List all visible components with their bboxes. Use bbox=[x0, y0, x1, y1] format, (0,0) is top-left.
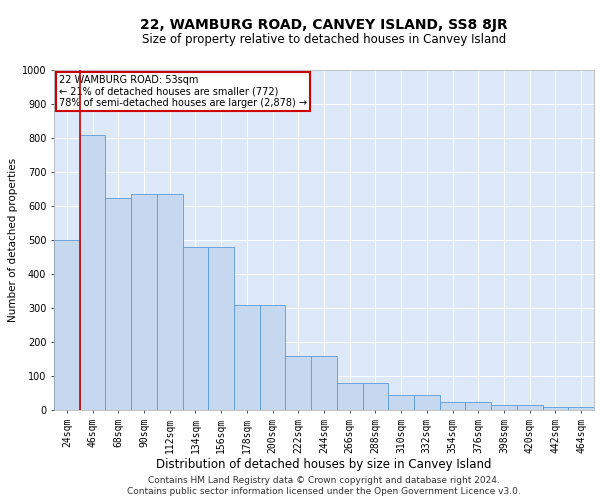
Bar bbox=[568, 406, 594, 410]
X-axis label: Distribution of detached houses by size in Canvey Island: Distribution of detached houses by size … bbox=[156, 458, 492, 471]
Bar bbox=[440, 402, 466, 410]
Bar bbox=[157, 194, 182, 410]
Bar bbox=[260, 304, 286, 410]
Text: Size of property relative to detached houses in Canvey Island: Size of property relative to detached ho… bbox=[142, 32, 506, 46]
Bar bbox=[80, 134, 106, 410]
Bar bbox=[106, 198, 131, 410]
Text: 22 WAMBURG ROAD: 53sqm
← 21% of detached houses are smaller (772)
78% of semi-de: 22 WAMBURG ROAD: 53sqm ← 21% of detached… bbox=[59, 75, 307, 108]
Bar bbox=[311, 356, 337, 410]
Y-axis label: Number of detached properties: Number of detached properties bbox=[8, 158, 17, 322]
Bar bbox=[182, 247, 208, 410]
Text: 22, WAMBURG ROAD, CANVEY ISLAND, SS8 8JR: 22, WAMBURG ROAD, CANVEY ISLAND, SS8 8JR bbox=[140, 18, 508, 32]
Text: Contains HM Land Registry data © Crown copyright and database right 2024.: Contains HM Land Registry data © Crown c… bbox=[148, 476, 500, 485]
Bar bbox=[337, 383, 362, 410]
Text: Contains public sector information licensed under the Open Government Licence v3: Contains public sector information licen… bbox=[127, 487, 521, 496]
Bar bbox=[388, 394, 414, 410]
Bar bbox=[234, 304, 260, 410]
Bar bbox=[491, 405, 517, 410]
Bar bbox=[466, 402, 491, 410]
Bar bbox=[542, 406, 568, 410]
Bar bbox=[286, 356, 311, 410]
Bar bbox=[517, 405, 542, 410]
Bar bbox=[54, 240, 80, 410]
Bar bbox=[131, 194, 157, 410]
Bar bbox=[208, 247, 234, 410]
Bar bbox=[362, 383, 388, 410]
Bar bbox=[414, 394, 440, 410]
